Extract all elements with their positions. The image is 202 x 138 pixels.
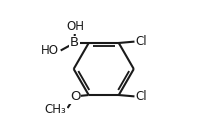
Text: B: B — [70, 36, 79, 49]
Text: CH₃: CH₃ — [44, 103, 66, 116]
Text: OH: OH — [66, 20, 84, 33]
Text: O: O — [70, 90, 80, 103]
Text: Cl: Cl — [136, 90, 147, 103]
Text: Cl: Cl — [136, 35, 147, 48]
Text: HO: HO — [41, 44, 59, 57]
